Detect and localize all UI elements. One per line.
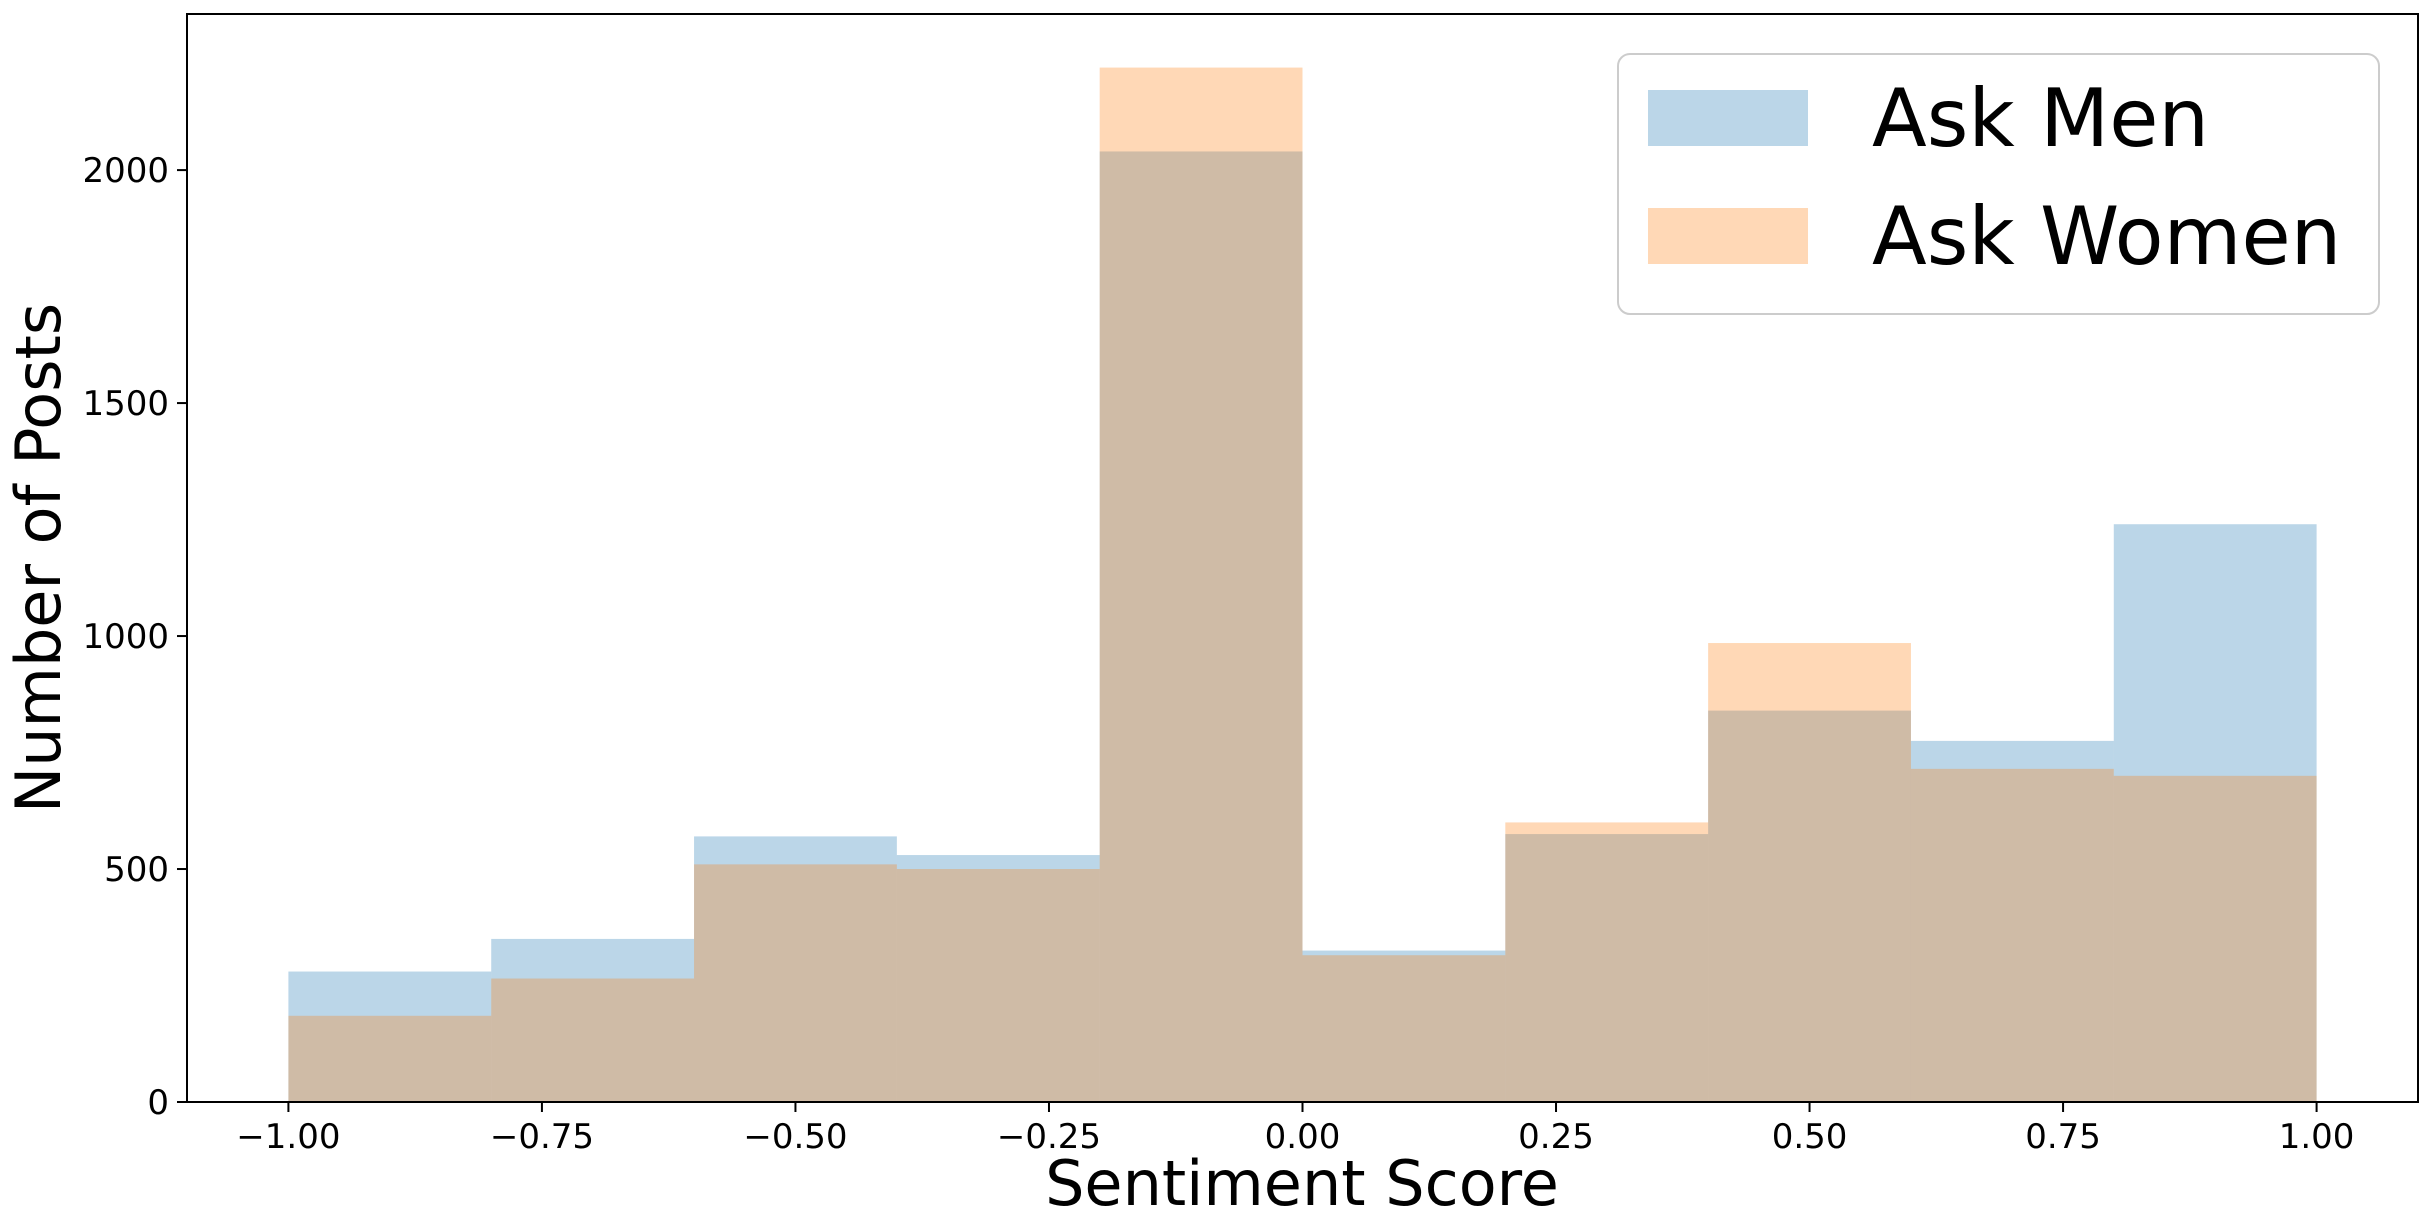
bar-ask-men-0 — [288, 971, 492, 1102]
x-tick-label: −0.25 — [997, 1117, 1101, 1157]
y-tick-label: 0 — [147, 1083, 169, 1123]
bar-ask-men-8 — [1910, 740, 2114, 1102]
y-tick-label: 500 — [104, 850, 169, 890]
legend-swatch-ask-women — [1648, 208, 1808, 264]
bar-ask-men-4 — [1099, 151, 1303, 1102]
bar-ask-women-6 — [1505, 822, 1709, 1102]
bar-ask-men-3 — [896, 855, 1100, 1102]
x-tick-label: 0.25 — [1518, 1117, 1594, 1157]
bar-ask-women-1 — [491, 978, 695, 1102]
bar-ask-women-4 — [1099, 67, 1303, 1102]
legend: Ask Men Ask Women — [1617, 53, 2380, 315]
bar-ask-men-7 — [1708, 710, 1911, 1102]
x-tick-label: −1.00 — [236, 1117, 340, 1157]
x-tick-label: 0.75 — [2025, 1117, 2101, 1157]
legend-label-ask-women: Ask Women — [1872, 190, 2341, 283]
bar-ask-women-3 — [896, 869, 1100, 1102]
y-tick-label: 1500 — [82, 384, 169, 424]
bar-ask-women-2 — [694, 864, 897, 1102]
histogram-bars — [288, 67, 2317, 1102]
bar-ask-men-1 — [491, 938, 695, 1102]
bar-ask-men-2 — [694, 836, 897, 1102]
y-tick-label: 1000 — [82, 617, 169, 657]
legend-label-ask-men: Ask Men — [1872, 72, 2209, 165]
bar-ask-men-5 — [1302, 950, 1506, 1102]
legend-swatch-ask-men — [1648, 90, 1808, 146]
bar-ask-men-9 — [2113, 524, 2317, 1102]
y-axis-ticks: 0 500 1000 1500 2000 — [82, 151, 187, 1123]
bar-ask-women-5 — [1302, 955, 1506, 1102]
x-axis-title: Sentiment Score — [1045, 1147, 1559, 1220]
x-tick-label: 1.00 — [2279, 1117, 2355, 1157]
y-tick-label: 2000 — [82, 151, 169, 191]
bar-ask-women-0 — [288, 1015, 492, 1102]
legend-frame — [1617, 53, 2380, 315]
y-axis-title: Number of Posts — [2, 303, 75, 813]
bar-ask-women-7 — [1708, 643, 1911, 1102]
x-tick-label: 0.50 — [1772, 1117, 1848, 1157]
x-tick-label: −0.50 — [743, 1117, 847, 1157]
bar-ask-men-6 — [1505, 834, 1709, 1102]
x-tick-label: 0.00 — [1265, 1117, 1341, 1157]
x-tick-label: −0.75 — [490, 1117, 594, 1157]
bar-ask-women-8 — [1910, 768, 2114, 1102]
x-axis-ticks: −1.00 −0.75 −0.50 −0.25 0.00 0.25 0.50 0.75 1.00 — [236, 1102, 2354, 1157]
bar-ask-women-9 — [2113, 775, 2317, 1102]
